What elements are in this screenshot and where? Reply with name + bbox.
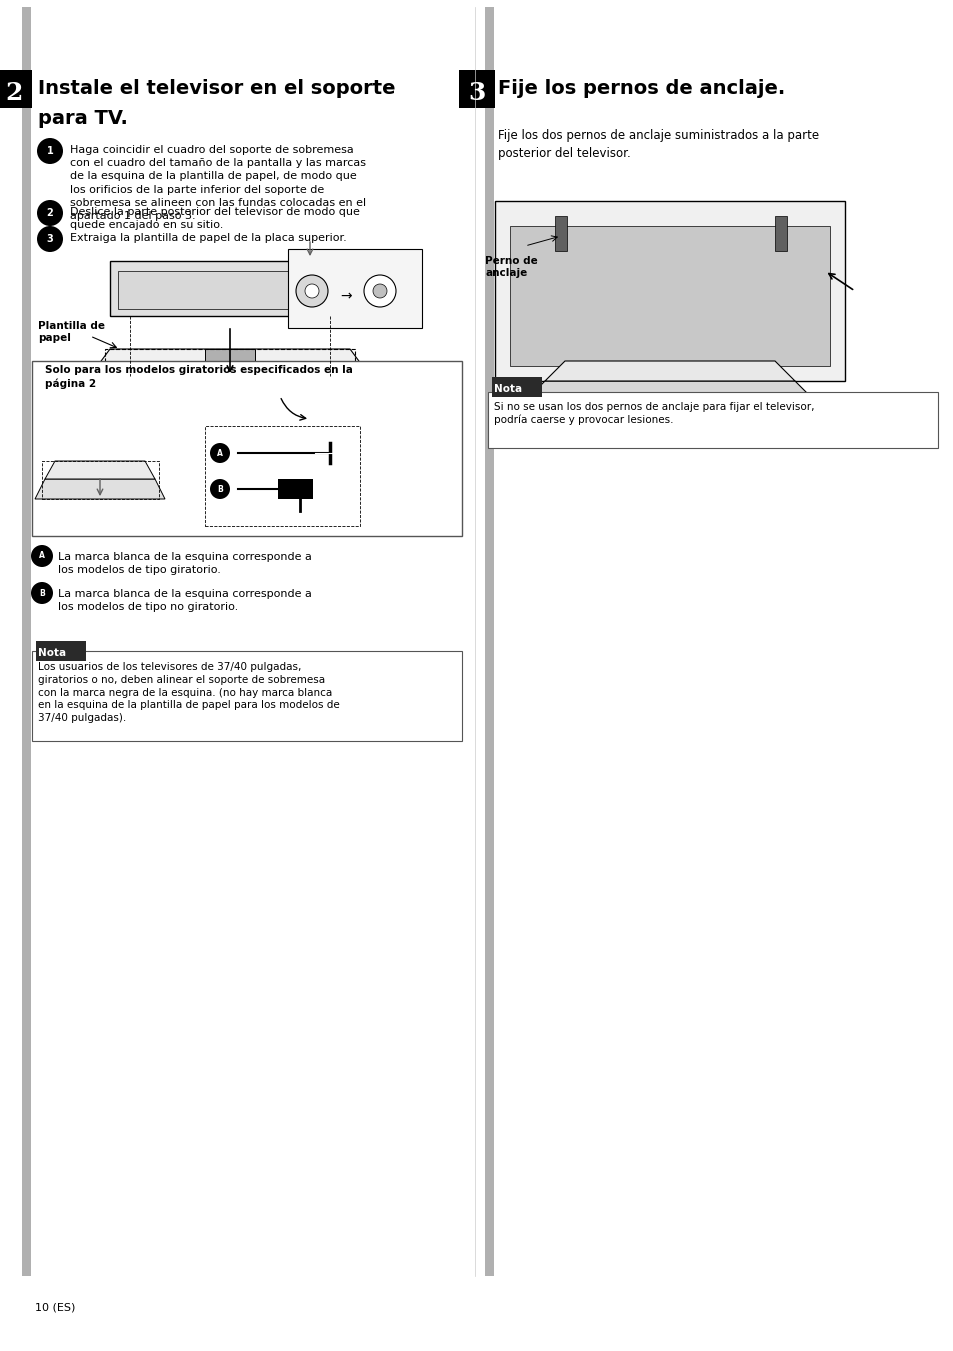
Text: 1: 1	[47, 146, 53, 155]
Circle shape	[37, 138, 63, 163]
Text: Plantilla de
papel: Plantilla de papel	[38, 322, 105, 343]
Bar	[510, 226, 829, 366]
Polygon shape	[70, 376, 390, 416]
Circle shape	[295, 276, 328, 307]
Circle shape	[373, 284, 387, 299]
Polygon shape	[544, 361, 794, 381]
Text: Perno de
anclaje: Perno de anclaje	[484, 255, 537, 277]
Text: Instale el televisor en el soporte: Instale el televisor en el soporte	[38, 78, 395, 99]
Bar	[205, 426, 359, 526]
Bar	[555, 216, 566, 251]
Bar	[774, 216, 786, 251]
Bar	[484, 7, 494, 1275]
Circle shape	[37, 200, 63, 226]
Polygon shape	[515, 381, 824, 411]
Text: para TV.: para TV.	[38, 109, 128, 128]
Text: La marca blanca de la esquina corresponde a
los modelos de tipo giratorio.: La marca blanca de la esquina correspond…	[58, 553, 312, 576]
FancyBboxPatch shape	[36, 640, 86, 661]
FancyBboxPatch shape	[288, 249, 421, 328]
Text: Nota: Nota	[494, 384, 521, 394]
Polygon shape	[70, 376, 390, 416]
Bar	[110, 261, 350, 316]
Bar	[277, 480, 313, 499]
Text: B: B	[217, 485, 223, 493]
Circle shape	[210, 480, 230, 499]
Bar	[42, 461, 159, 499]
Text: Extraiga la plantilla de papel de la placa superior.: Extraiga la plantilla de papel de la pla…	[70, 232, 346, 243]
Polygon shape	[90, 349, 370, 376]
Bar	[0, 70, 31, 108]
Text: Nota: Nota	[38, 648, 66, 658]
Bar	[118, 272, 341, 309]
Polygon shape	[45, 461, 154, 480]
FancyBboxPatch shape	[488, 392, 937, 449]
Circle shape	[210, 443, 230, 463]
Bar	[22, 7, 30, 1275]
Text: Fije los pernos de anclaje.: Fije los pernos de anclaje.	[497, 78, 784, 99]
Bar	[458, 70, 495, 108]
Text: →: →	[339, 289, 352, 303]
Circle shape	[305, 284, 318, 299]
Circle shape	[37, 226, 63, 253]
Text: A: A	[39, 551, 45, 561]
Text: Solo para los modelos giratorios especificados en la
página 2: Solo para los modelos giratorios especif…	[45, 365, 353, 389]
Text: Fije los dos pernos de anclaje suministrados a la parte
posterior del televisor.: Fije los dos pernos de anclaje suministr…	[497, 128, 819, 159]
Text: 3: 3	[468, 81, 485, 105]
Bar	[205, 349, 254, 376]
FancyBboxPatch shape	[32, 361, 461, 536]
FancyBboxPatch shape	[32, 651, 461, 740]
Text: 2: 2	[5, 81, 22, 105]
Text: 3: 3	[47, 234, 53, 245]
FancyBboxPatch shape	[495, 201, 844, 381]
Text: Haga coincidir el cuadro del soporte de sobremesa
con el cuadro del tamaño de la: Haga coincidir el cuadro del soporte de …	[70, 145, 366, 222]
Text: 2: 2	[47, 208, 53, 218]
Circle shape	[30, 582, 53, 604]
Text: A: A	[217, 449, 223, 458]
Text: Deslice la parte posterior del televisor de modo que
quede encajado en su sitio.: Deslice la parte posterior del televisor…	[70, 207, 359, 230]
FancyBboxPatch shape	[492, 377, 541, 397]
Bar	[105, 349, 355, 376]
Text: 10 (ES): 10 (ES)	[35, 1302, 75, 1313]
Text: B: B	[39, 589, 45, 597]
Text: Los usuarios de los televisores de 37/40 pulgadas,
giratorios o no, deben alinea: Los usuarios de los televisores de 37/40…	[38, 662, 339, 723]
Text: La marca blanca de la esquina corresponde a
los modelos de tipo no giratorio.: La marca blanca de la esquina correspond…	[58, 589, 312, 612]
Polygon shape	[35, 480, 165, 499]
Text: Si no se usan los dos pernos de anclaje para fijar el televisor,
podría caerse y: Si no se usan los dos pernos de anclaje …	[494, 403, 814, 426]
Circle shape	[30, 544, 53, 567]
Circle shape	[364, 276, 395, 307]
